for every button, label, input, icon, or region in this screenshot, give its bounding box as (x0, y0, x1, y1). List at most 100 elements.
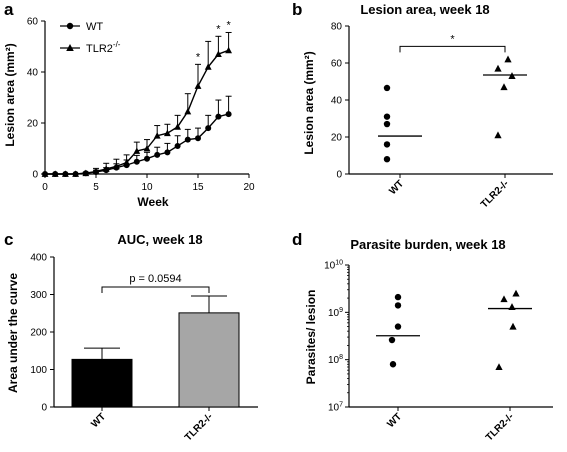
panel-a-point-tlr2 (72, 170, 80, 177)
panel-d-point-tlr2 (512, 289, 520, 297)
panel-label-c: c (4, 230, 13, 249)
legend-marker-wt (66, 22, 74, 30)
panel-d-point-wt (394, 323, 402, 330)
panel-a-significance-star: * (226, 19, 231, 31)
panel-a-point-wt (164, 149, 171, 156)
panel-b-point-tlr2 (494, 131, 502, 139)
panel-a-point-tlr2 (61, 170, 69, 177)
panel-d-y-tick-label: 107 (328, 402, 343, 414)
panel-c-category-label: WT (89, 411, 108, 430)
panel-a-point-wt (195, 135, 201, 142)
legend-label-tlr2-sup: -/- (113, 40, 121, 49)
panel-d-y-tick-base: 10 (328, 308, 340, 319)
panel-a-x-tick-label: 15 (192, 182, 204, 193)
panel-c-y-tick-label: 0 (41, 403, 47, 414)
panel-b-y-tick-label: 20 (331, 133, 343, 144)
panel-b-y-tick-label: 40 (331, 96, 343, 107)
panel-d-point-wt (394, 302, 402, 309)
panel-a-point-tlr2 (133, 147, 141, 154)
panel-a-y-tick-label: 0 (32, 170, 38, 181)
panel-d-y-tick-exponent: 8 (339, 354, 343, 361)
panel-a-point-tlr2 (204, 63, 212, 70)
legend-label-tlr2-name: TLR2 (86, 43, 113, 55)
panel-a-x-tick-label: 5 (93, 182, 99, 193)
panel-a-point-tlr2 (163, 129, 171, 137)
panel-b-point-wt (383, 113, 391, 120)
panel-c-y-axis-label: Area under the curve (6, 273, 20, 393)
panel-b-title: Lesion area, week 18 (360, 2, 489, 17)
panel-a-point-tlr2 (143, 144, 151, 152)
panel-d-point-wt (394, 293, 402, 301)
panel-b-y-tick-label: 0 (336, 170, 342, 181)
panel-a-point-wt (154, 151, 161, 158)
panel-d-y-tick-base: 10 (328, 403, 340, 414)
panel-c-y-tick-label: 200 (30, 328, 47, 339)
panel-b-point-tlr2 (504, 55, 512, 63)
panel-a-point-tlr2 (174, 123, 182, 130)
panel-a-point-tlr2 (214, 50, 222, 58)
panel-a-significance-star: * (196, 51, 201, 63)
panel-d-y-tick-base: 10 (328, 355, 340, 366)
panel-d-y-tick-label: 108 (328, 354, 343, 366)
panel-b-significance-star: * (450, 33, 455, 45)
panel-d-category-label: WT (385, 411, 404, 430)
panel-a-x-tick-label: 10 (141, 182, 153, 193)
panel-c-y-tick-label: 100 (30, 365, 47, 376)
panel-b-y-tick-label: 60 (331, 59, 343, 70)
panel-b-category-label: WT (387, 178, 406, 197)
panel-a-point-wt (144, 155, 150, 162)
panel-a-point-tlr2 (225, 46, 233, 54)
panel-b-point-tlr2 (494, 64, 502, 72)
panel-c-y-tick-label: 400 (30, 253, 47, 264)
panel-b-point-tlr2 (500, 83, 508, 91)
panel-d-point-tlr2 (495, 363, 503, 371)
panel-c-y-tick-label: 300 (30, 290, 47, 301)
panel-d-point-wt (389, 361, 397, 368)
panel-a-point-wt (174, 142, 181, 149)
panel-a-point-wt (205, 125, 212, 132)
panel-d-point-tlr2 (509, 322, 517, 330)
panel-a-point-tlr2 (92, 167, 100, 175)
panel-a-point-tlr2 (184, 107, 192, 115)
panel-b-point-wt (383, 141, 391, 148)
panel-label-b: b (292, 0, 302, 19)
panel-a-point-tlr2 (112, 162, 120, 170)
panel-b-point-wt (383, 156, 391, 163)
panel-a-point-tlr2 (82, 169, 90, 177)
panel-b-point-wt (383, 120, 391, 128)
panel-a-legend: WT TLR2-/- (60, 21, 121, 55)
chart-marks: 0 20 40 60 0 5 10 15 20 * * * 0 20 40 60 80 WT TLR2-/- * 0 10… (27, 17, 553, 443)
panel-d-y-tick-exponent: 7 (339, 402, 343, 409)
panel-a-point-tlr2 (51, 170, 59, 177)
panel-b-chart: Lesion area, week 18 Lesion area (mm²) (302, 2, 490, 155)
panel-d-point-tlr2 (500, 295, 508, 303)
panel-c-bar-tlr2 (178, 312, 240, 408)
panel-b-y-axis-label: Lesion area (mm²) (302, 51, 316, 154)
panel-d-category-label: TLR2-/- (484, 411, 516, 443)
panel-d-y-tick-label: 109 (328, 307, 343, 319)
panel-label-d: d (292, 230, 302, 249)
panel-a-point-tlr2 (102, 165, 110, 172)
panel-a-point-tlr2 (194, 82, 202, 89)
panel-c-bar-wt (71, 358, 133, 408)
panel-d-y-axis-label: Parasites/ lesion (304, 290, 318, 385)
panel-a-chart: Lesion area (mm²) Week WT TLR2-/- (3, 21, 169, 209)
panel-a-y-tick-label: 40 (27, 68, 39, 79)
panel-d-y-tick-exponent: 9 (339, 307, 343, 314)
panel-a-point-wt (215, 113, 222, 120)
panel-a-point-tlr2 (123, 158, 131, 166)
panel-c-p-value: p = 0.0594 (129, 273, 181, 285)
panel-a-point-tlr2 (41, 170, 49, 177)
panel-a-x-tick-label: 20 (243, 182, 255, 193)
panel-b-y-tick-label: 80 (331, 22, 343, 33)
panel-a-y-tick-label: 60 (27, 17, 39, 28)
panel-a-y-tick-label: 20 (27, 119, 39, 130)
legend-label-wt: WT (86, 21, 103, 33)
legend-marker-tlr2 (66, 44, 74, 51)
panel-d-point-wt (388, 336, 396, 344)
panel-d-y-tick-base: 10 (324, 261, 336, 272)
panel-a-point-wt (133, 158, 140, 165)
panel-a-point-wt (184, 136, 191, 143)
panel-b-point-wt (383, 84, 391, 92)
